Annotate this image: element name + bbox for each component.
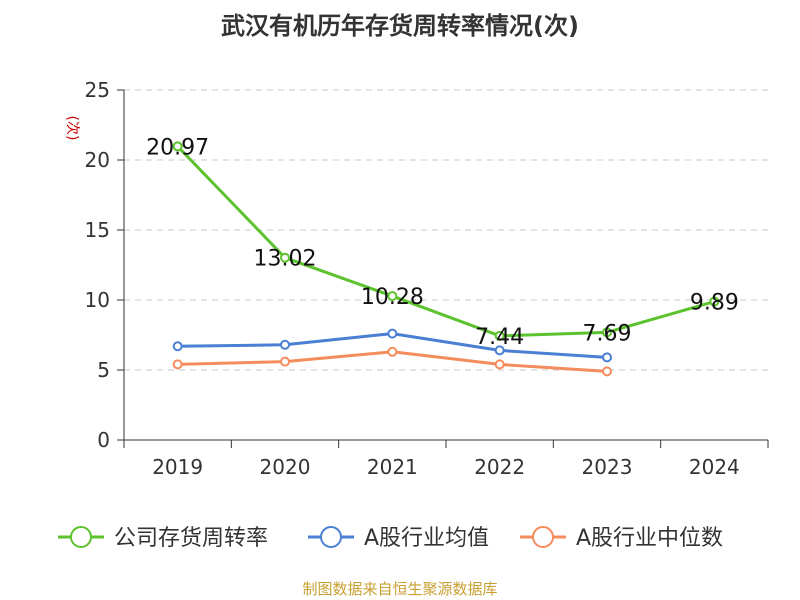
point-A股行业均值-2021 [387,328,398,339]
point-A股行业中位数-2021 [387,346,398,357]
data-label-2021: 10.28 [361,285,424,310]
data-label-2022: 7.44 [475,325,524,350]
data-labels: 20.97 13.02 10.28 7.44 7.69 9.89 [146,135,739,349]
legend-item-A股行业均值: A股行业均值 [308,526,489,551]
x-tick-label-2021: 2021 [367,455,418,479]
point-公司存货周转率-2020 [280,252,290,263]
legend-marker [320,526,342,548]
series-A股行业中位数 [172,346,612,377]
legend-label: A股行业均值 [364,526,489,551]
legend-marker [532,526,554,548]
legend-marker [70,526,92,548]
point-公司存货周转率-2019 [172,141,183,152]
y-tick-label-20: 20 [85,148,110,172]
point-A股行业中位数-2020 [280,356,290,367]
x-tick-label-2019: 2019 [152,455,203,479]
y-tick-label-15: 15 [85,218,110,242]
data-label-2023: 7.69 [583,321,632,346]
y-tick-label-5: 5 [97,358,110,382]
x-tick-labels: 2019 2020 2021 2022 2023 2024 [152,455,740,479]
point-公司存货周转率-2022 [494,330,505,341]
series-line-公司存货周转率 [176,145,715,338]
point-A股行业均值-2022 [494,345,505,356]
legend-item-公司存货周转率: 公司存货周转率 [58,526,268,551]
x-tick-label-2024: 2024 [689,455,740,479]
y-tick-label-0: 0 [97,428,110,452]
point-A股行业中位数-2019 [172,359,183,370]
x-tick-label-2023: 2023 [582,455,633,479]
series-A股行业均值 [172,328,612,363]
series-公司存货周转率 [172,141,720,341]
point-公司存货周转率-2021 [387,291,398,302]
point-公司存货周转率-2023 [602,327,612,338]
point-A股行业均值-2019 [172,341,183,352]
point-A股行业中位数-2022 [494,359,505,370]
series-lines [172,141,720,377]
chart-title: 武汉有机历年存货周转率情况(次) [221,12,579,40]
data-label-2024: 9.89 [690,291,739,316]
legend-label: A股行业中位数 [576,526,723,551]
y-tick-labels: 0 5 10 15 20 25 [85,78,110,452]
grid-lines [124,89,768,371]
point-A股行业均值-2020 [280,339,290,350]
y-axis-label: (次) [64,116,80,141]
data-label-2019: 20.97 [146,135,209,160]
x-tick-label-2022: 2022 [474,455,525,479]
x-tick-label-2020: 2020 [260,455,311,479]
y-tick-label-10: 10 [85,288,110,312]
legend-label: 公司存货周转率 [114,526,268,551]
y-tick-label-25: 25 [85,78,110,102]
point-A股行业均值-2023 [602,352,612,363]
data-label-2020: 13.02 [254,247,317,272]
legend-item-A股行业中位数: A股行业中位数 [520,526,723,551]
point-A股行业中位数-2023 [602,366,612,377]
footer-source: 制图数据来自恒生聚源数据库 [302,580,498,598]
axes [117,89,769,448]
legend: 公司存货周转率 A股行业均值 A股行业中位数 [58,526,723,551]
point-公司存货周转率-2024 [709,296,720,307]
